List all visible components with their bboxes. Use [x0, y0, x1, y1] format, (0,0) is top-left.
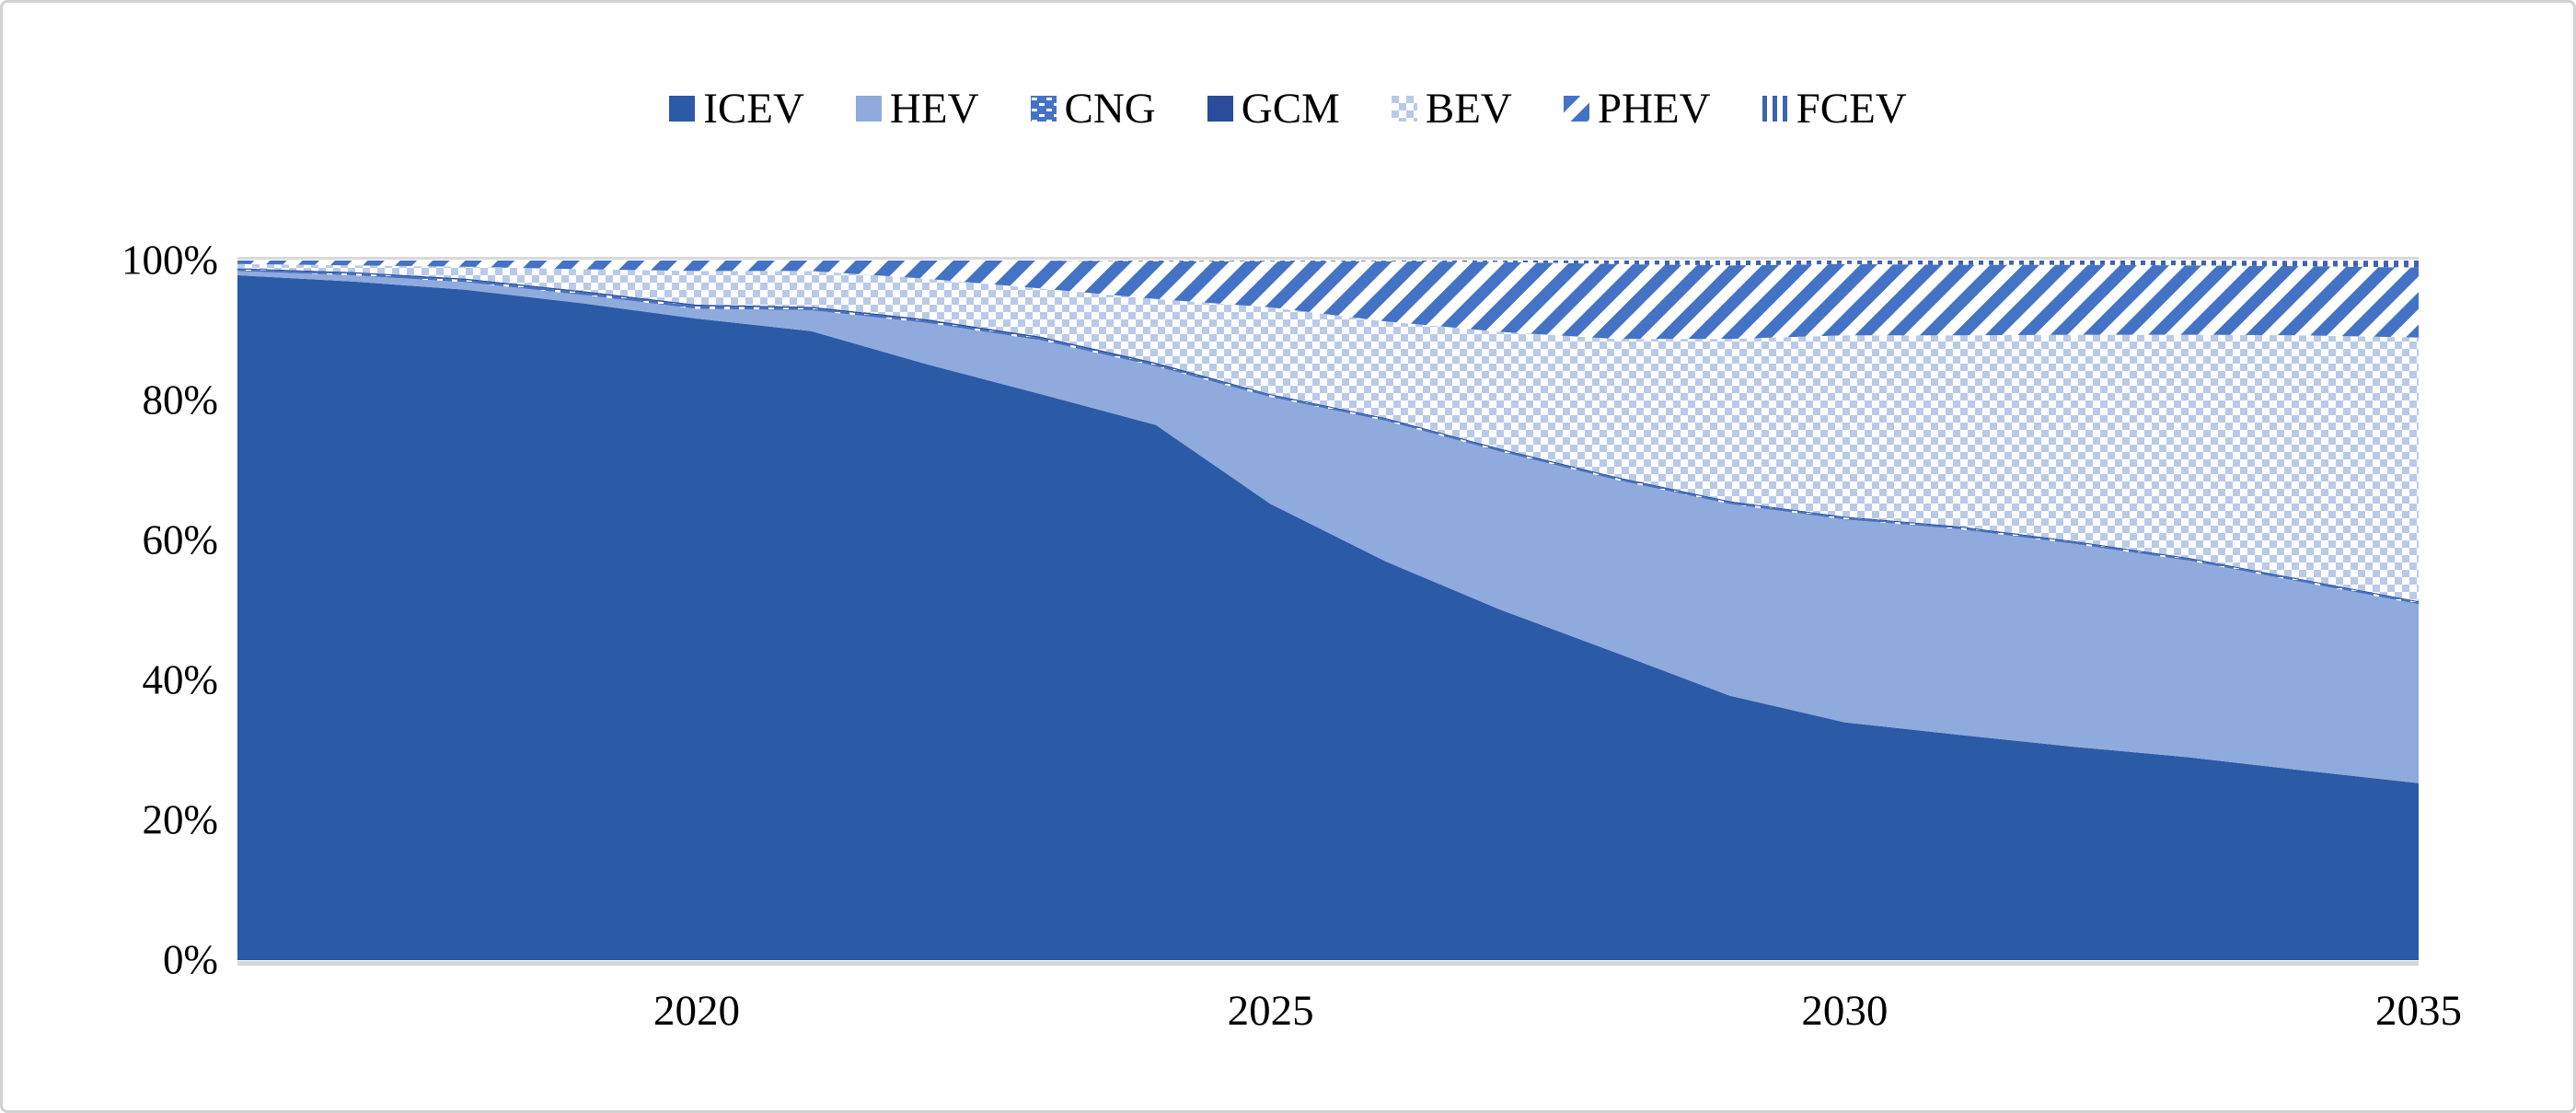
y-axis-label-60: 60%	[142, 516, 219, 563]
legend-swatch-icev-icon	[669, 96, 696, 122]
area-cng	[237, 269, 2419, 605]
area-bev	[237, 263, 2419, 602]
legend-item-bev[interactable]: BEV	[1391, 84, 1512, 133]
legend-swatch-phev-icon	[1563, 96, 1589, 122]
legend-swatch-gcm-icon	[1207, 96, 1233, 122]
y-axis-label-20: 20%	[142, 796, 219, 843]
x-axis-line	[237, 961, 2419, 966]
legend-swatch-cng-icon	[1030, 96, 1057, 122]
legend-item-cng[interactable]: CNG	[1030, 84, 1156, 133]
legend-label: ICEV	[703, 85, 804, 133]
y-axis-label-100: 100%	[121, 237, 218, 284]
legend-item-fcev[interactable]: FCEV	[1762, 84, 1907, 133]
legend-swatch-fcev-icon	[1762, 96, 1788, 122]
x-axis-label-2035: 2035	[2375, 987, 2462, 1035]
legend-label: PHEV	[1597, 85, 1711, 133]
stacked-area-chart	[237, 261, 2419, 960]
x-axis-label-2030: 2030	[1801, 987, 1889, 1035]
x-axis-label-2020: 2020	[653, 987, 740, 1035]
legend-label: BEV	[1425, 85, 1512, 133]
legend-item-phev[interactable]: PHEV	[1563, 84, 1711, 133]
legend-item-icev[interactable]: ICEV	[669, 84, 804, 133]
chart-legend: ICEV HEV CNG GCM BEV PHEV FCEV	[3, 84, 2573, 133]
area-phev	[237, 261, 2419, 340]
legend-swatch-bev-icon	[1391, 96, 1417, 122]
area-hev	[237, 271, 2419, 783]
y-axis-label-40: 40%	[142, 656, 219, 703]
area-icev	[237, 275, 2419, 960]
y-axis-label-0: 0%	[163, 936, 218, 983]
area-fcev	[237, 261, 2419, 268]
legend-label: FCEV	[1796, 85, 1907, 133]
legend-swatch-hev-icon	[855, 96, 882, 122]
legend-item-gcm[interactable]: GCM	[1207, 84, 1340, 133]
x-axis-label-2025: 2025	[1227, 987, 1314, 1035]
gridline-100pct	[237, 257, 2419, 260]
legend-label: CNG	[1064, 85, 1156, 133]
legend-label: HEV	[889, 85, 979, 133]
legend-item-hev[interactable]: HEV	[855, 84, 979, 133]
legend-label: GCM	[1241, 85, 1340, 133]
y-axis-label-80: 80%	[142, 377, 219, 423]
